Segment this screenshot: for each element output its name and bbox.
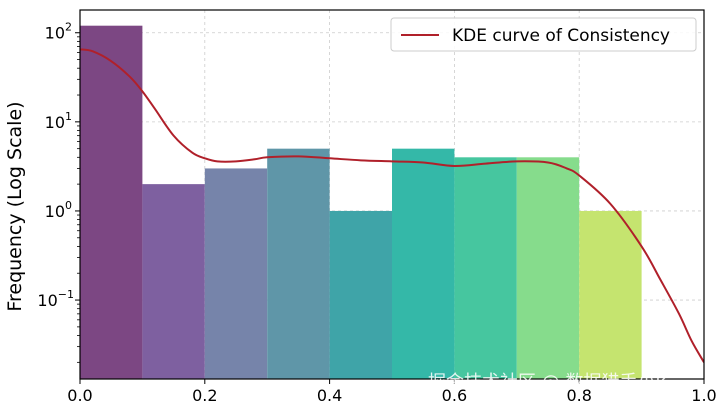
x-tick-label: 0.4	[317, 386, 342, 405]
y-tick-label: 102	[45, 21, 72, 43]
x-tick-label: 0.2	[192, 386, 217, 405]
legend-box	[390, 17, 697, 52]
histogram-bar	[329, 210, 392, 379]
histogram-bar	[142, 184, 205, 379]
histogram-bars	[80, 25, 642, 379]
x-tick-label: 1.0	[691, 386, 716, 405]
y-tick-label: 10−1	[37, 288, 74, 310]
kde-curve	[80, 48, 704, 363]
x-tick-label: 0.0	[67, 386, 92, 405]
histogram-bar	[80, 25, 143, 379]
legend: KDE curve of Consistency	[390, 17, 697, 52]
x-tick-label: 0.8	[566, 386, 591, 405]
x-axis-ticks: 0.0 0.2 0.4 0.6 0.8 1.0	[67, 379, 717, 405]
y-axis-ticks: 10−1 100 101 102	[37, 21, 80, 363]
histogram-bar	[204, 168, 268, 379]
histogram-bar	[267, 148, 330, 379]
y-tick-label: 101	[45, 110, 72, 132]
plot-frame	[79, 9, 705, 380]
histogram-bar	[454, 157, 517, 379]
y-axis-label: Frequency (Log Scale)	[4, 101, 26, 311]
x-tick-label: 0.6	[442, 386, 467, 405]
watermark-text: 掘金技术社区 @ 数据猎手小k	[428, 372, 666, 393]
legend-label: KDE curve of Consistency	[452, 26, 670, 46]
kde-curve-layer	[80, 48, 704, 363]
y-tick-label: 100	[45, 199, 72, 221]
histogram-bar	[516, 157, 580, 379]
histogram-bar	[579, 210, 642, 379]
histogram-bar	[392, 148, 455, 379]
